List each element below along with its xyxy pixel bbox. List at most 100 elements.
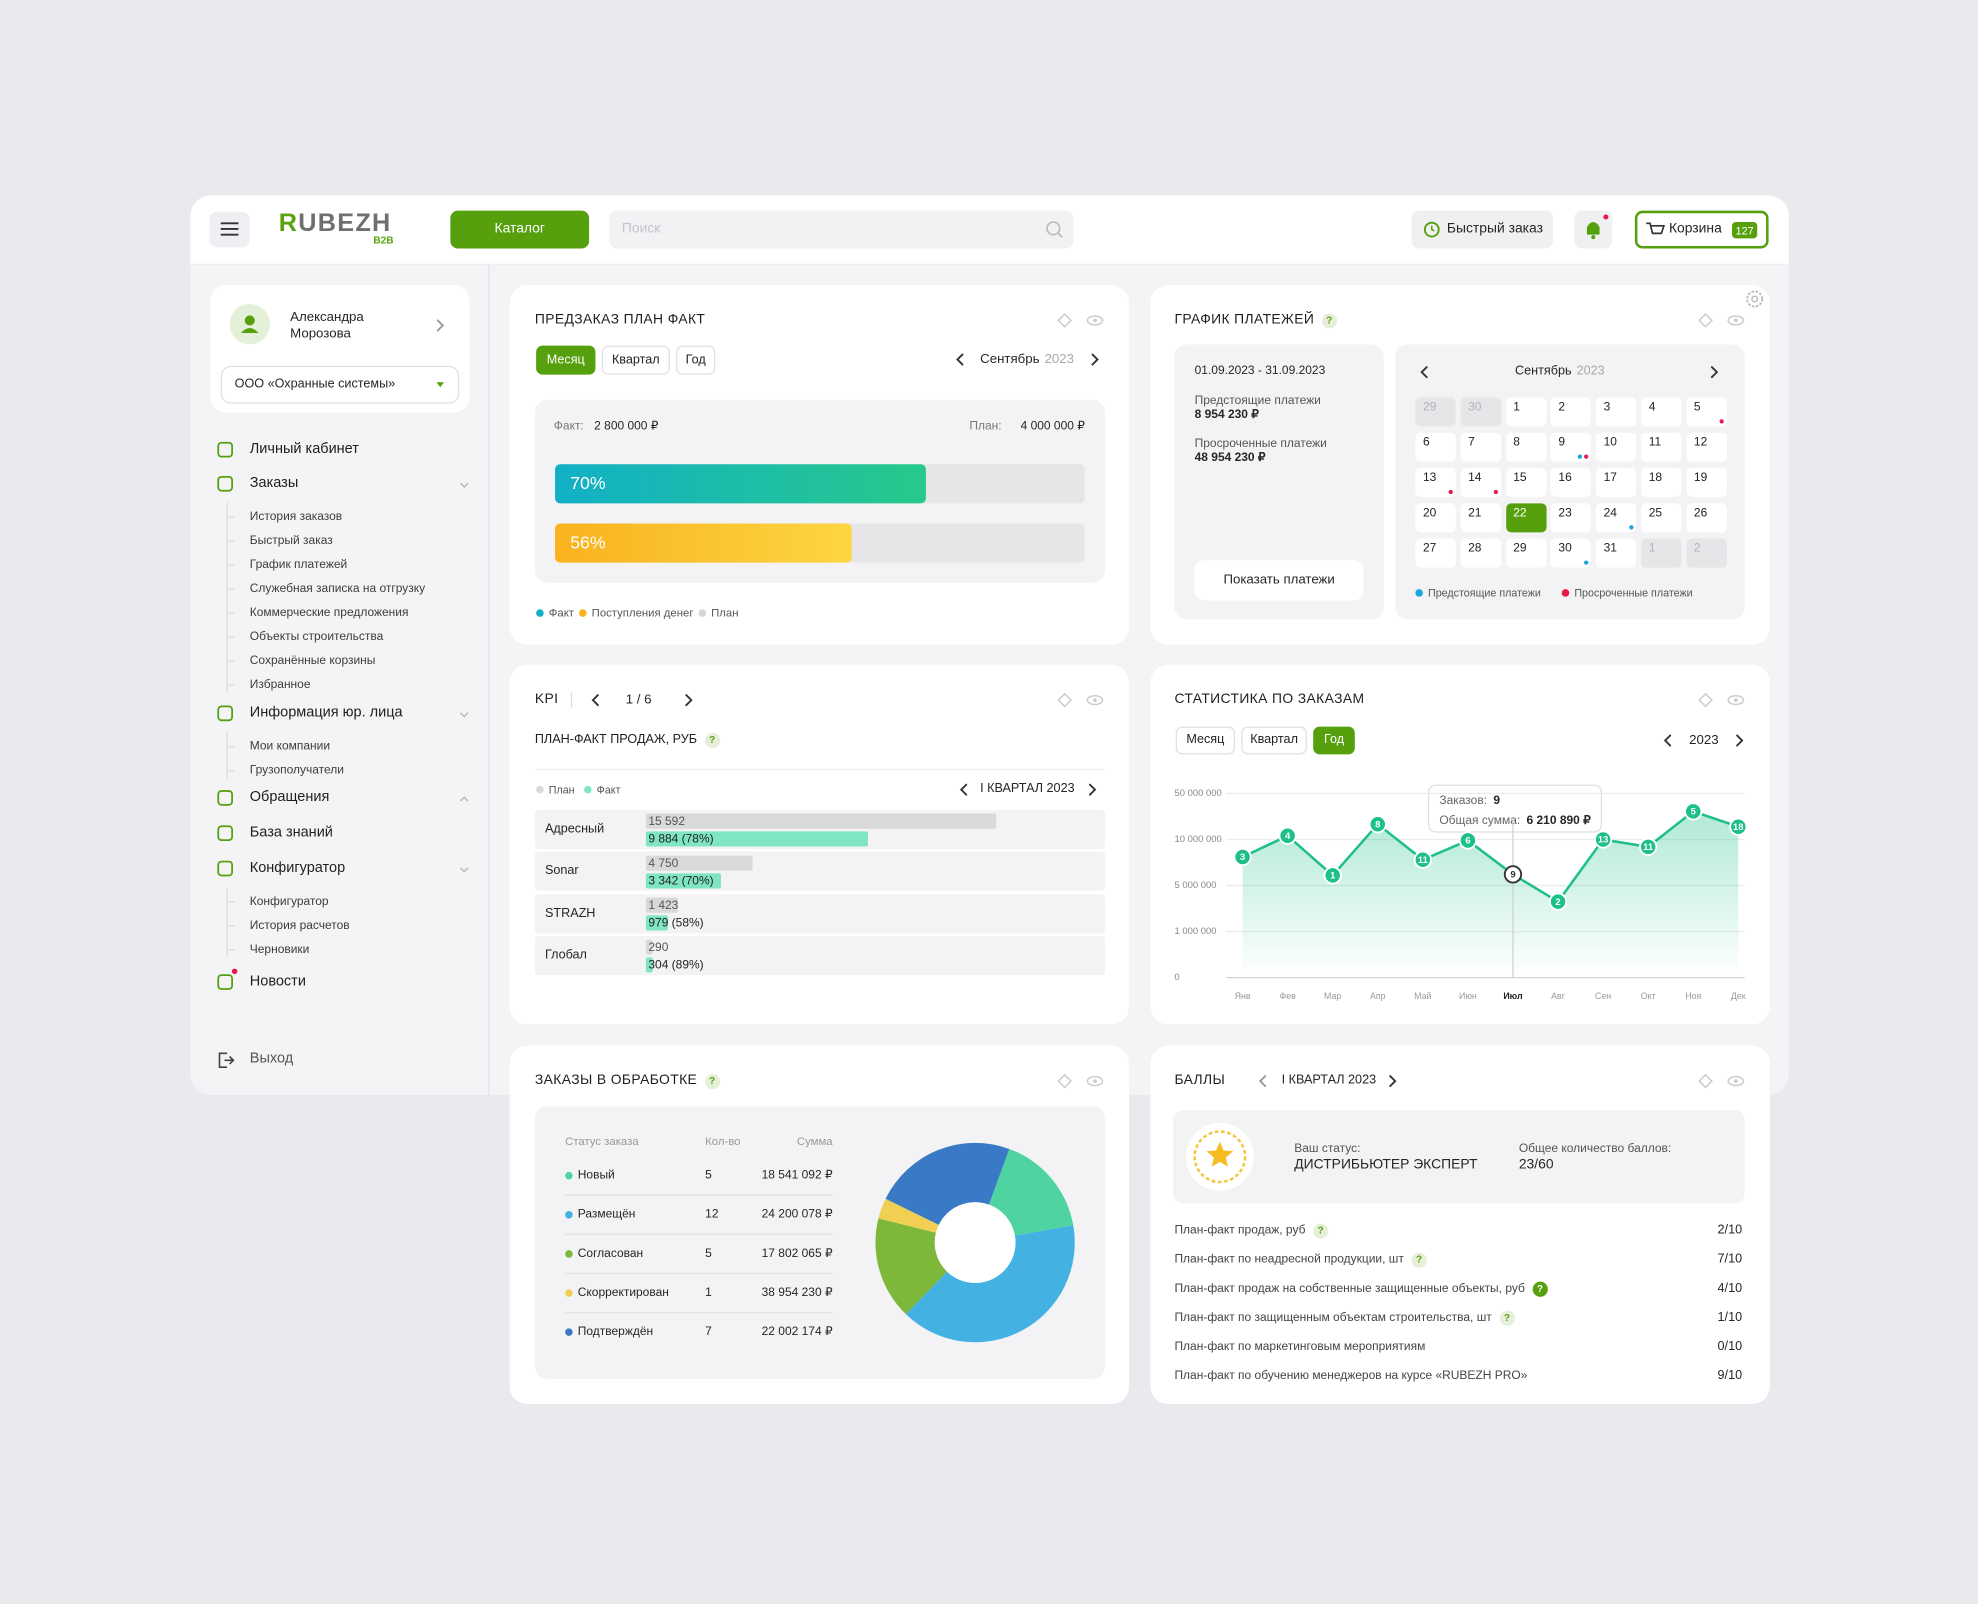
chevron-right[interactable] bbox=[1088, 783, 1097, 796]
tab-label[interactable]: Квартал bbox=[1250, 732, 1298, 747]
calendar-day-number[interactable]: 9 bbox=[1558, 435, 1566, 450]
catalog-label[interactable]: Каталог bbox=[494, 221, 545, 237]
calendar-day-number[interactable]: 28 bbox=[1468, 541, 1482, 556]
data-point[interactable] bbox=[1639, 837, 1658, 857]
eye-icon[interactable] bbox=[1727, 315, 1745, 326]
calendar-day-number[interactable]: 30 bbox=[1468, 400, 1482, 415]
submenu-item[interactable]: История расчетов bbox=[249, 918, 350, 933]
eye-icon[interactable] bbox=[1086, 1075, 1104, 1087]
submenu-item[interactable]: Сохранённые корзины bbox=[249, 653, 376, 668]
eye-icon[interactable] bbox=[1086, 315, 1104, 326]
submenu-item[interactable]: Служебная записка на отгрузку bbox=[249, 581, 426, 596]
submenu-item[interactable]: Быстрый заказ bbox=[249, 533, 333, 548]
data-point[interactable] bbox=[1458, 831, 1478, 850]
calendar-day-number[interactable]: 23 bbox=[1558, 506, 1572, 521]
menu-item[interactable]: База знаний bbox=[249, 825, 333, 841]
chevron-left[interactable] bbox=[1420, 366, 1428, 379]
calendar-day[interactable] bbox=[1415, 503, 1456, 533]
chevron-right[interactable] bbox=[685, 694, 693, 707]
logout[interactable]: Выход bbox=[249, 1050, 294, 1067]
pin-icon[interactable] bbox=[1057, 692, 1073, 708]
submenu-item[interactable]: Объекты строительства bbox=[249, 629, 384, 644]
calendar-day-number[interactable]: 15 bbox=[1513, 470, 1527, 485]
calendar-day-number[interactable]: 4 bbox=[1648, 400, 1656, 415]
calendar-day[interactable] bbox=[1641, 468, 1682, 498]
calendar-day-number[interactable]: 13 bbox=[1422, 470, 1437, 485]
chevron-down[interactable] bbox=[459, 867, 469, 873]
calendar-day-number[interactable]: 29 bbox=[1513, 541, 1527, 556]
settings-icon[interactable] bbox=[1746, 290, 1764, 308]
calendar-day[interactable] bbox=[1641, 503, 1682, 533]
catalog-button[interactable] bbox=[450, 210, 590, 249]
data-point[interactable] bbox=[1593, 830, 1613, 849]
submenu-item[interactable]: Черновики bbox=[249, 942, 310, 957]
calendar-day-number[interactable]: 1 bbox=[1513, 400, 1520, 415]
pie-slice[interactable] bbox=[875, 1218, 948, 1315]
calendar-day[interactable] bbox=[1686, 503, 1727, 533]
calendar-day-number[interactable]: 12 bbox=[1693, 435, 1708, 450]
data-point[interactable] bbox=[1413, 850, 1432, 869]
cart-button[interactable] bbox=[1634, 210, 1769, 249]
calendar-day-number[interactable]: 2 bbox=[1693, 541, 1701, 556]
tab[interactable] bbox=[1175, 726, 1235, 755]
calendar-day[interactable] bbox=[1550, 468, 1592, 498]
chevron-right[interactable] bbox=[1736, 734, 1744, 747]
calendar-day-number[interactable]: 24 bbox=[1603, 506, 1617, 521]
calendar-day[interactable] bbox=[1641, 432, 1682, 462]
calendar-day[interactable] bbox=[1505, 503, 1547, 533]
calendar-day[interactable] bbox=[1415, 397, 1456, 427]
company-select[interactable] bbox=[220, 365, 460, 404]
tab-label[interactable]: Год bbox=[685, 352, 706, 367]
calendar-day-number[interactable]: 11 bbox=[1648, 435, 1662, 450]
submenu-item[interactable]: Конфигуратор bbox=[249, 894, 329, 909]
calendar-day[interactable] bbox=[1460, 432, 1501, 462]
calendar-day-number[interactable]: 5 bbox=[1693, 400, 1701, 415]
calendar-day[interactable] bbox=[1596, 468, 1637, 498]
calendar-day[interactable] bbox=[1596, 538, 1637, 568]
submenu-item[interactable]: Грузополучатели bbox=[249, 763, 344, 778]
calendar-day-number[interactable]: 6 bbox=[1422, 435, 1430, 450]
pin-icon[interactable] bbox=[1698, 313, 1713, 328]
menu-item[interactable]: Конфигуратор bbox=[249, 860, 346, 876]
chevron-down[interactable] bbox=[459, 712, 469, 718]
tab-label[interactable]: Квартал bbox=[611, 352, 660, 367]
pin-icon[interactable] bbox=[1698, 1073, 1713, 1089]
submenu-item[interactable]: График платежей bbox=[249, 557, 348, 572]
calendar-day[interactable] bbox=[1686, 468, 1727, 498]
calendar-day[interactable] bbox=[1460, 503, 1501, 533]
calendar-day-number[interactable]: 8 bbox=[1513, 435, 1520, 450]
show-payments-button[interactable] bbox=[1194, 560, 1364, 601]
quick-order-label[interactable]: Быстрый заказ bbox=[1446, 221, 1543, 237]
show-payments-label[interactable]: Показать платежи bbox=[1223, 572, 1335, 588]
chevron-right[interactable] bbox=[1389, 1075, 1397, 1088]
data-point[interactable] bbox=[1548, 892, 1568, 911]
tab[interactable] bbox=[1241, 726, 1307, 755]
eye-icon[interactable] bbox=[1727, 694, 1745, 706]
tab[interactable] bbox=[601, 345, 670, 375]
tab-label[interactable]: Месяц bbox=[546, 352, 585, 367]
submenu-item[interactable]: Мои компании bbox=[249, 739, 331, 754]
calendar-day[interactable] bbox=[1550, 397, 1592, 427]
calendar-day[interactable] bbox=[1460, 397, 1501, 427]
pie-slice[interactable] bbox=[878, 1198, 939, 1233]
calendar-day-number[interactable]: 21 bbox=[1468, 506, 1482, 521]
tab-label[interactable]: Месяц bbox=[1186, 732, 1225, 747]
quick-order-button[interactable] bbox=[1411, 210, 1553, 249]
data-point[interactable] bbox=[1233, 847, 1252, 867]
submenu-item[interactable]: История заказов bbox=[249, 510, 343, 524]
menu-item[interactable]: Информация юр. лица bbox=[249, 705, 403, 721]
calendar-day[interactable] bbox=[1550, 503, 1592, 533]
chevron-right[interactable] bbox=[1710, 366, 1719, 379]
calendar-day-number[interactable]: 20 bbox=[1422, 506, 1437, 521]
menu-item[interactable]: Обращения bbox=[249, 789, 330, 805]
eye-icon[interactable] bbox=[1086, 694, 1104, 706]
eye-icon[interactable] bbox=[1727, 1075, 1745, 1087]
calendar-day[interactable] bbox=[1505, 538, 1547, 568]
tab[interactable] bbox=[676, 345, 716, 375]
calendar-day-number[interactable]: 16 bbox=[1558, 470, 1572, 485]
data-point[interactable] bbox=[1278, 826, 1297, 845]
calendar-day-number[interactable]: 7 bbox=[1468, 435, 1475, 450]
calendar-day-number[interactable]: 17 bbox=[1603, 470, 1617, 485]
calendar-day-number[interactable]: 29 bbox=[1422, 400, 1437, 415]
calendar-day[interactable] bbox=[1460, 538, 1501, 568]
